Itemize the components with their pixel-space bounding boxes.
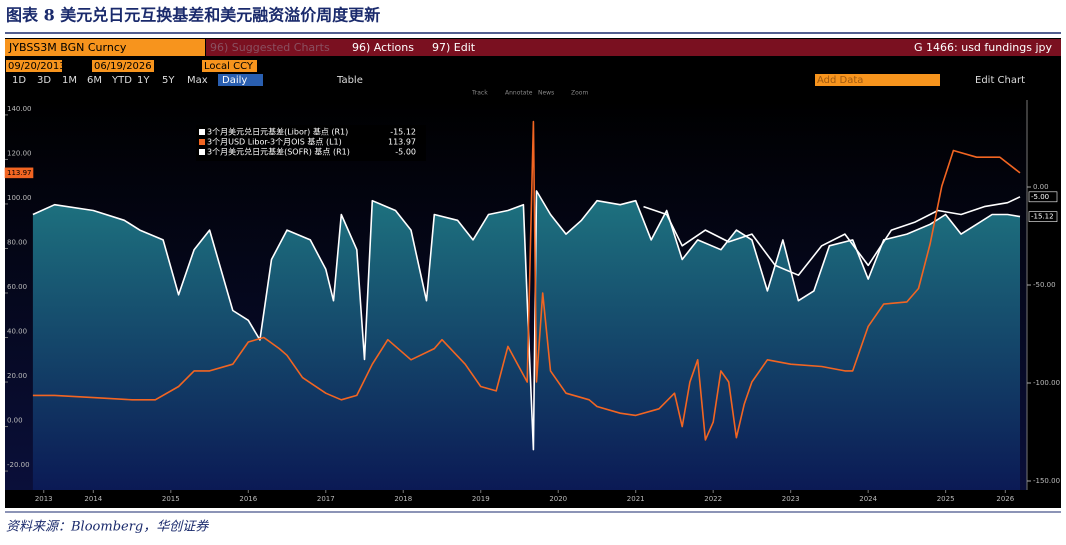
y-tick-label: 100.00 bbox=[7, 194, 32, 202]
value-tag bbox=[4, 167, 34, 179]
series-line bbox=[643, 196, 1021, 276]
legend-label: 3个月美元兑日元基差(SOFR) 基点 (R1) bbox=[207, 147, 350, 157]
tool-button[interactable]: Track bbox=[471, 90, 488, 97]
y2-tick-label: -150.00 bbox=[1033, 477, 1060, 485]
currency[interactable]: Local CCY bbox=[204, 61, 254, 72]
legend-label: 3个月USD Libor-3个月OIS 基点 (L1) bbox=[207, 137, 342, 147]
x-tick-label: 2015 bbox=[162, 495, 180, 503]
menu-suggested[interactable]: 96) Suggested Charts bbox=[210, 41, 330, 54]
legend-value: 113.97 bbox=[388, 138, 416, 147]
series-line bbox=[32, 190, 1021, 451]
period-box[interactable] bbox=[218, 74, 263, 86]
add-data[interactable]: Add Data bbox=[817, 75, 863, 86]
x-tick-label: 2024 bbox=[859, 495, 877, 503]
x-tick-label: 2026 bbox=[996, 495, 1014, 503]
y2-tick-label: 0.00 bbox=[1033, 183, 1049, 191]
source: 资料来源：Bloomberg，华创证券 bbox=[6, 520, 209, 535]
start-date[interactable]: 09/20/2013 bbox=[8, 61, 66, 72]
range-button[interactable]: 3D bbox=[37, 75, 51, 86]
y2-tick-label: -50.00 bbox=[1033, 281, 1056, 289]
x-tick-label: 2017 bbox=[317, 495, 335, 503]
tool-button[interactable]: News bbox=[538, 90, 554, 97]
add-data-box[interactable] bbox=[815, 74, 940, 86]
y-tick-label: 140.00 bbox=[7, 105, 32, 113]
range-button[interactable]: 1M bbox=[62, 75, 77, 86]
area bbox=[32, 190, 1021, 490]
series-line bbox=[32, 120, 1021, 441]
menu-edit[interactable]: 97) Edit bbox=[432, 41, 476, 54]
legend-swatch bbox=[199, 149, 205, 155]
value-tag bbox=[1028, 211, 1058, 222]
x-tick-label: 2013 bbox=[35, 495, 53, 503]
ticker-box[interactable] bbox=[5, 39, 205, 56]
ccy-box[interactable] bbox=[202, 60, 257, 72]
tool-button[interactable]: Annotate bbox=[505, 90, 533, 97]
x-tick-label: 2014 bbox=[84, 495, 102, 503]
value-tag-label: 113.97 bbox=[7, 169, 32, 177]
x-tick-label: 2023 bbox=[782, 495, 800, 503]
x-tick-label: 2022 bbox=[704, 495, 722, 503]
menu-bar bbox=[206, 39, 1061, 56]
range-buttons: 1D 3D 1M 6M YTD 1Y 5Y Max bbox=[12, 75, 208, 86]
legend-value: -15.12 bbox=[390, 128, 416, 137]
x-tick-label: 2018 bbox=[394, 495, 412, 503]
menu-actions[interactable]: 96) Actions bbox=[352, 41, 414, 54]
value-tag bbox=[1028, 191, 1058, 203]
date-box[interactable] bbox=[92, 60, 154, 72]
edit-chart[interactable]: Edit Chart bbox=[975, 75, 1025, 86]
chart-name: G 1466: usd fundings jpy bbox=[914, 41, 1052, 54]
plot: -20.00 0.00 20.00 40.00 60.00 80.00 100.00 120.… bbox=[4, 100, 1060, 503]
figure-title: 图表 8 美元兑日元互换基差和美元融资溢价周度更新 bbox=[6, 6, 380, 25]
legend-swatch bbox=[199, 139, 205, 145]
x-tick-label: 2025 bbox=[937, 495, 955, 503]
legend-swatch bbox=[199, 129, 205, 135]
x-tick-label: 2016 bbox=[239, 495, 257, 503]
y-tick-label: 40.00 bbox=[7, 328, 27, 336]
x-tick-label: 2021 bbox=[627, 495, 645, 503]
range-button[interactable]: Max bbox=[187, 75, 208, 86]
range-button[interactable]: 6M bbox=[87, 75, 102, 86]
range-button[interactable]: YTD bbox=[111, 75, 132, 86]
value-tag-label: -5.00 bbox=[1031, 193, 1049, 201]
x-tick-label: 2019 bbox=[472, 495, 490, 503]
range-button[interactable]: 1D bbox=[12, 75, 26, 86]
value-tag-label: -15.12 bbox=[1031, 213, 1054, 221]
ticker[interactable]: JYBSS3M BGN Curncy bbox=[8, 41, 127, 54]
legend: 3个月美元兑日元基差(Libor) 基点 (R1) -15.12 3个月USD Li… bbox=[196, 125, 426, 161]
range-button[interactable]: 1Y bbox=[137, 75, 150, 86]
y-tick-label: 20.00 bbox=[7, 372, 27, 380]
end-date[interactable]: 06/19/2026 bbox=[94, 61, 152, 72]
y-tick-label: -20.00 bbox=[7, 461, 30, 469]
table-button[interactable]: Table bbox=[336, 75, 363, 86]
period[interactable]: Daily bbox=[222, 75, 247, 86]
y-tick-label: 80.00 bbox=[7, 238, 27, 246]
x-tick-label: 2020 bbox=[549, 495, 567, 503]
y-tick-label: 120.00 bbox=[7, 149, 32, 157]
y2-tick-label: -100.00 bbox=[1033, 379, 1060, 387]
range-button[interactable]: 5Y bbox=[162, 75, 175, 86]
tool-buttons: Track Annotate News Zoom bbox=[471, 90, 588, 97]
y-tick-label: 0.00 bbox=[7, 417, 23, 425]
legend-value: -5.00 bbox=[395, 148, 416, 157]
y-tick-label: 60.00 bbox=[7, 283, 27, 291]
legend-box bbox=[196, 125, 426, 161]
tool-button[interactable]: Zoom bbox=[571, 90, 588, 97]
legend-label: 3个月美元兑日元基差(Libor) 基点 (R1) bbox=[207, 127, 348, 137]
date-box[interactable] bbox=[6, 60, 62, 72]
